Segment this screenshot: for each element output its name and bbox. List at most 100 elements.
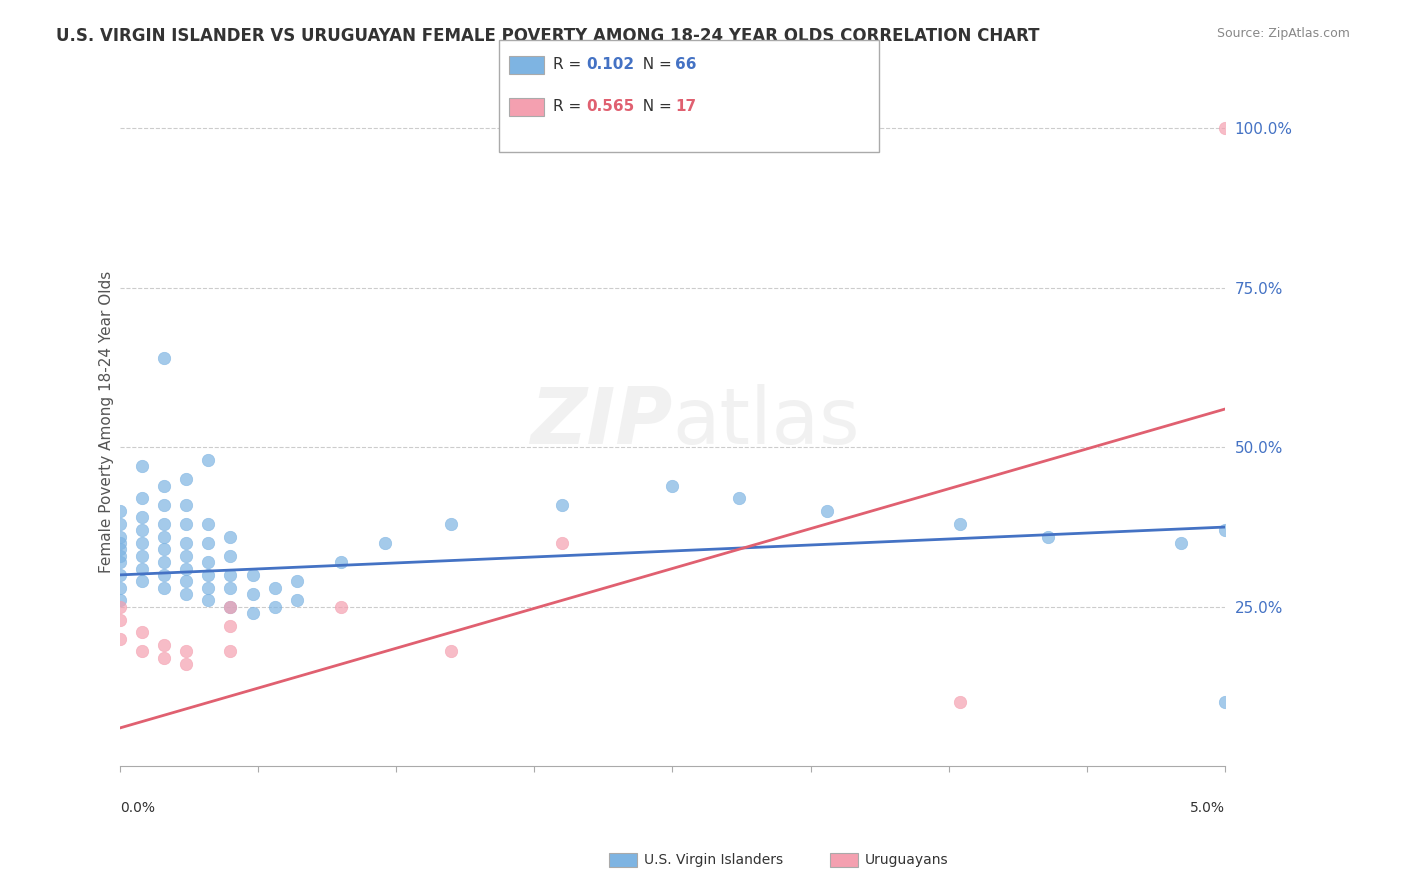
Point	[153, 351, 176, 365]
Point	[242, 606, 264, 620]
Point	[131, 574, 153, 589]
Point	[1170, 536, 1192, 550]
Point	[108, 581, 131, 595]
Point	[153, 530, 176, 544]
Point	[197, 593, 219, 607]
Point	[108, 549, 131, 563]
Point	[153, 650, 176, 665]
Point	[108, 504, 131, 518]
Point	[551, 498, 574, 512]
Point	[219, 530, 242, 544]
Point	[551, 536, 574, 550]
Point	[174, 498, 197, 512]
Text: 17: 17	[675, 99, 696, 113]
Point	[174, 549, 197, 563]
Point	[153, 581, 176, 595]
Point	[949, 516, 972, 531]
Point	[153, 638, 176, 652]
Point	[131, 491, 153, 506]
Point	[219, 581, 242, 595]
Text: ZIP: ZIP	[530, 384, 672, 460]
Text: 5.0%: 5.0%	[1189, 801, 1225, 814]
Point	[329, 555, 352, 569]
Text: 0.565: 0.565	[586, 99, 634, 113]
Point	[263, 581, 285, 595]
Point	[174, 587, 197, 601]
Text: 0.0%: 0.0%	[120, 801, 155, 814]
Point	[285, 593, 308, 607]
Y-axis label: Female Poverty Among 18-24 Year Olds: Female Poverty Among 18-24 Year Olds	[100, 270, 114, 573]
Point	[131, 510, 153, 524]
Point	[374, 536, 396, 550]
Point	[108, 542, 131, 557]
Text: atlas: atlas	[672, 384, 860, 460]
Point	[153, 498, 176, 512]
Text: N =: N =	[633, 57, 676, 71]
Point	[197, 567, 219, 582]
Point	[661, 478, 683, 492]
Point	[153, 542, 176, 557]
Point	[1036, 530, 1059, 544]
Point	[174, 516, 197, 531]
Point	[108, 516, 131, 531]
Point	[1213, 121, 1236, 136]
Point	[131, 625, 153, 640]
Point	[153, 516, 176, 531]
Text: U.S. Virgin Islanders: U.S. Virgin Islanders	[644, 853, 783, 867]
Point	[174, 472, 197, 486]
Point	[219, 644, 242, 658]
Point	[219, 567, 242, 582]
Point	[174, 657, 197, 672]
Point	[197, 453, 219, 467]
Point	[108, 555, 131, 569]
Point	[131, 459, 153, 474]
Point	[242, 567, 264, 582]
Point	[263, 599, 285, 614]
Point	[108, 613, 131, 627]
Point	[197, 555, 219, 569]
Point	[219, 599, 242, 614]
Point	[440, 644, 463, 658]
Point	[440, 516, 463, 531]
Point	[108, 530, 131, 544]
Point	[131, 644, 153, 658]
Point	[131, 561, 153, 575]
Point	[153, 555, 176, 569]
Point	[219, 549, 242, 563]
Point	[153, 567, 176, 582]
Point	[1213, 695, 1236, 709]
Point	[131, 523, 153, 537]
Point	[329, 599, 352, 614]
Text: Uruguayans: Uruguayans	[865, 853, 948, 867]
Text: R =: R =	[553, 99, 586, 113]
Point	[131, 549, 153, 563]
Point	[108, 536, 131, 550]
Point	[174, 644, 197, 658]
Point	[727, 491, 749, 506]
Text: 0.102: 0.102	[586, 57, 634, 71]
Point	[285, 574, 308, 589]
Point	[174, 561, 197, 575]
Point	[197, 536, 219, 550]
Point	[174, 536, 197, 550]
Point	[108, 593, 131, 607]
Point	[197, 581, 219, 595]
Point	[174, 574, 197, 589]
Text: 66: 66	[675, 57, 696, 71]
Point	[108, 567, 131, 582]
Point	[815, 504, 838, 518]
Point	[1213, 523, 1236, 537]
Point	[219, 599, 242, 614]
Point	[108, 599, 131, 614]
Point	[131, 536, 153, 550]
Point	[197, 516, 219, 531]
Text: N =: N =	[633, 99, 676, 113]
Point	[153, 478, 176, 492]
Text: U.S. VIRGIN ISLANDER VS URUGUAYAN FEMALE POVERTY AMONG 18-24 YEAR OLDS CORRELATI: U.S. VIRGIN ISLANDER VS URUGUAYAN FEMALE…	[56, 27, 1040, 45]
Point	[219, 619, 242, 633]
Point	[242, 587, 264, 601]
Text: Source: ZipAtlas.com: Source: ZipAtlas.com	[1216, 27, 1350, 40]
Point	[108, 632, 131, 646]
Point	[949, 695, 972, 709]
Text: R =: R =	[553, 57, 586, 71]
